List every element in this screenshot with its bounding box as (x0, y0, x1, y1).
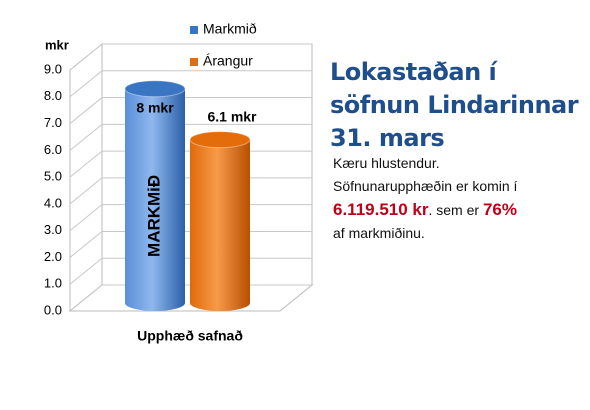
legend-label: Markmið (203, 21, 257, 37)
bar-top (189, 131, 251, 149)
legend-label: Árangur (203, 53, 253, 69)
grid-line (69, 70, 312, 98)
y-tick-label: 5.0 (44, 169, 62, 184)
grid-line (69, 43, 312, 71)
amount: 6.119.510 kr (333, 200, 429, 219)
bar-top (124, 80, 186, 98)
percent: 76% (482, 200, 517, 219)
bar (190, 139, 250, 311)
y-tick-label: 9.0 (44, 61, 62, 76)
bar-annotation: MARKMiÐ (144, 175, 163, 257)
x-tick-label: Upphæð safnað (137, 328, 243, 344)
y-tick-label: 7.0 (44, 115, 62, 130)
text: Söfnunarupphæðin er komin í (333, 178, 518, 194)
y-tick-label: 3.0 (44, 222, 62, 237)
side-text: Kæru hlustendur. Söfnunarupphæðin er kom… (333, 152, 588, 245)
side-title: Lokastaðan í söfnun Lindarinnar 31. mars (330, 58, 579, 152)
value-label: 6.1 mkr (207, 108, 257, 124)
y-tick-label: 1.0 (44, 276, 62, 291)
y-tick-label: 8.0 (44, 88, 62, 103)
y-tick-label: 4.0 (44, 195, 62, 210)
y-tick-label: 6.0 (44, 142, 62, 157)
legend-swatch (190, 26, 198, 34)
y-axis-label: mkr (45, 37, 69, 52)
text: af markmiðinu. (333, 225, 425, 241)
text: . sem er (428, 202, 480, 218)
grid-line (69, 123, 312, 151)
value-label: 8 mkr (136, 99, 174, 115)
text: Kæru hlustendur. (333, 155, 440, 171)
grid-line (69, 97, 312, 124)
legend-swatch (190, 58, 198, 66)
y-tick-label: 0.0 (44, 302, 62, 317)
y-tick-label: 2.0 (44, 249, 62, 264)
bar (125, 88, 185, 312)
